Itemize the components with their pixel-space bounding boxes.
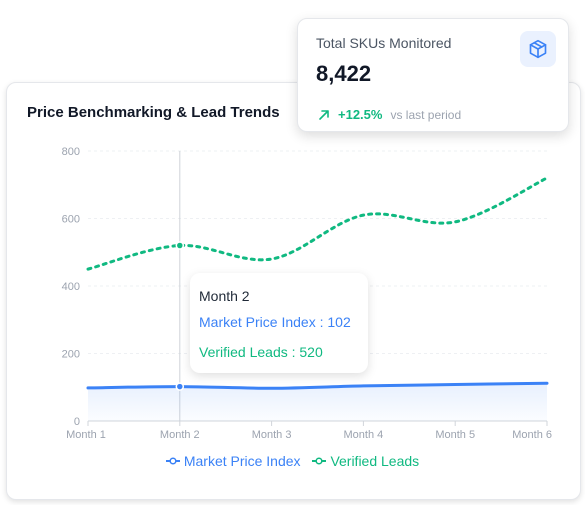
arrow-up-right-icon <box>319 109 329 120</box>
data-point-market-price-index <box>175 382 185 391</box>
stat-label: Total SKUs Monitored <box>316 35 452 51</box>
legend-label-market-price: Market Price Index <box>183 453 301 469</box>
chart-legend: Market Price Index Verified Leads <box>0 453 585 469</box>
line-dot-icon <box>165 457 180 465</box>
trend-value: +12.5% <box>338 107 383 122</box>
trend-note: vs last period <box>390 107 462 122</box>
series-line-verified-leads <box>86 176 549 271</box>
tooltip-market-price: Market Price Index : 102 <box>199 314 351 330</box>
y-tick-label: 800 <box>62 146 80 158</box>
stat-trend: +12.5% vs last period <box>318 107 461 122</box>
x-tick-label: Month 2 <box>160 429 200 441</box>
y-tick-label: 0 <box>74 416 80 428</box>
tooltip-verified-leads: Verified Leads : 520 <box>199 344 323 360</box>
stat-card: Total SKUs Monitored 8,422 +12.5% vs las… <box>297 18 569 132</box>
legend-item-verified-leads[interactable]: Verified Leads <box>312 453 419 469</box>
legend-label-verified-leads: Verified Leads <box>330 453 420 469</box>
y-tick-label: 600 <box>62 214 80 226</box>
x-tick-label: Month 6 <box>512 429 552 441</box>
legend-item-market-price[interactable]: Market Price Index <box>165 453 301 469</box>
x-tick-label: Month 4 <box>344 429 384 441</box>
tooltip-title: Month 2 <box>199 288 250 304</box>
area-market-price-index <box>88 383 547 421</box>
x-tick-label: Month 5 <box>435 429 475 441</box>
box-icon <box>520 31 556 67</box>
data-point-verified-leads <box>175 241 185 250</box>
chart-title: Price Benchmarking & Lead Trends <box>27 104 280 121</box>
line-dot-icon <box>312 457 327 465</box>
x-tick-label: Month 3 <box>252 429 292 441</box>
y-tick-label: 400 <box>62 281 80 293</box>
series-line-market-price-index <box>86 381 549 390</box>
chart-tooltip: Month 2 Market Price Index : 102 Verifie… <box>190 273 368 373</box>
stat-value: 8,422 <box>316 61 372 86</box>
y-tick-label: 200 <box>62 349 80 361</box>
x-tick-label: Month 1 <box>66 429 106 441</box>
